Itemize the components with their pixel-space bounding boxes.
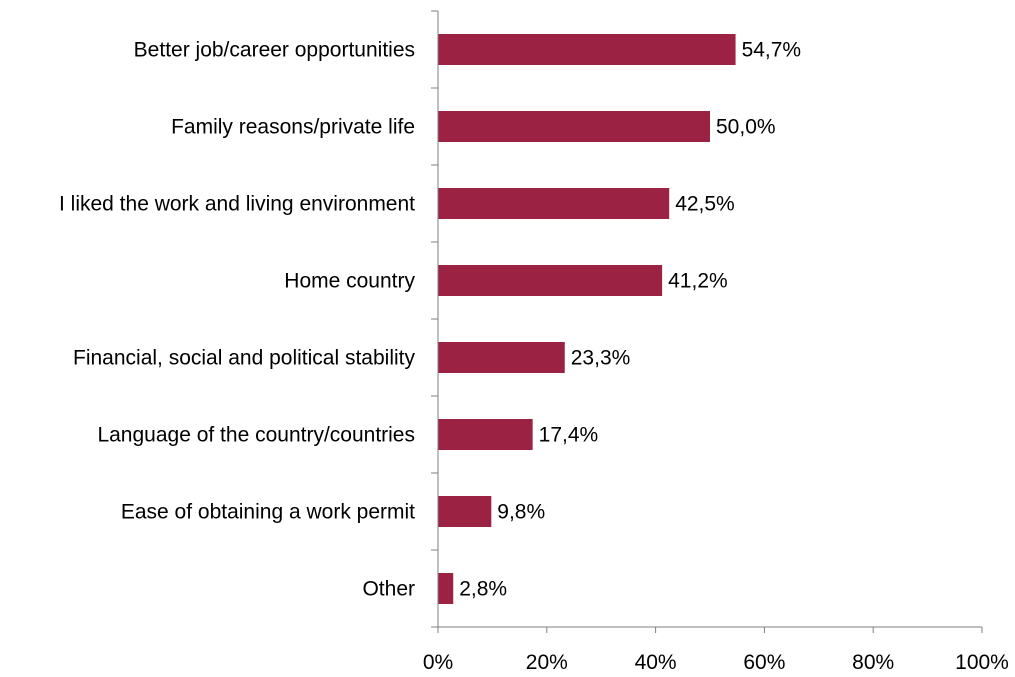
data-label: 2,8% bbox=[459, 578, 507, 601]
data-label: 41,2% bbox=[668, 270, 728, 293]
bar bbox=[438, 573, 454, 604]
category-label: Ease of obtaining a work permit bbox=[121, 501, 415, 524]
x-tick-label: 100% bbox=[955, 651, 1009, 674]
bar bbox=[438, 111, 710, 142]
axes bbox=[431, 10, 983, 633]
x-tick-labels: 0% 20% 40% 60% 80% 100% bbox=[423, 651, 1009, 674]
category-label: Better job/career opportunities bbox=[134, 39, 415, 62]
x-tick-label: 60% bbox=[743, 651, 785, 674]
category-label: Language of the country/countries bbox=[97, 424, 415, 447]
bar bbox=[438, 342, 565, 373]
bars-group bbox=[438, 34, 736, 604]
category-label: Family reasons/private life bbox=[171, 116, 415, 139]
bar bbox=[438, 265, 663, 296]
data-label: 23,3% bbox=[571, 347, 631, 370]
category-label: Home country bbox=[284, 270, 415, 293]
category-label: I liked the work and living environment bbox=[59, 193, 415, 216]
data-label: 42,5% bbox=[675, 193, 735, 216]
data-label: 9,8% bbox=[497, 501, 545, 524]
category-labels: Better job/career opportunities Family re… bbox=[59, 39, 416, 601]
bar bbox=[438, 34, 736, 65]
data-label: 50,0% bbox=[716, 116, 776, 139]
category-label: Financial, social and political stabilit… bbox=[73, 347, 415, 370]
value-labels: 54,7% 50,0% 42,5% 41,2% 23,3% 17,4% 9,8% 2,8% bbox=[459, 39, 801, 601]
x-tick-label: 20% bbox=[526, 651, 568, 674]
bar bbox=[438, 419, 533, 450]
bar bbox=[438, 188, 670, 219]
x-tick-label: 0% bbox=[423, 651, 453, 674]
x-tick-label: 40% bbox=[635, 651, 677, 674]
data-label: 17,4% bbox=[539, 424, 599, 447]
category-label: Other bbox=[362, 578, 415, 601]
x-tick-label: 80% bbox=[852, 651, 894, 674]
data-label: 54,7% bbox=[742, 39, 802, 62]
bar bbox=[438, 496, 492, 527]
